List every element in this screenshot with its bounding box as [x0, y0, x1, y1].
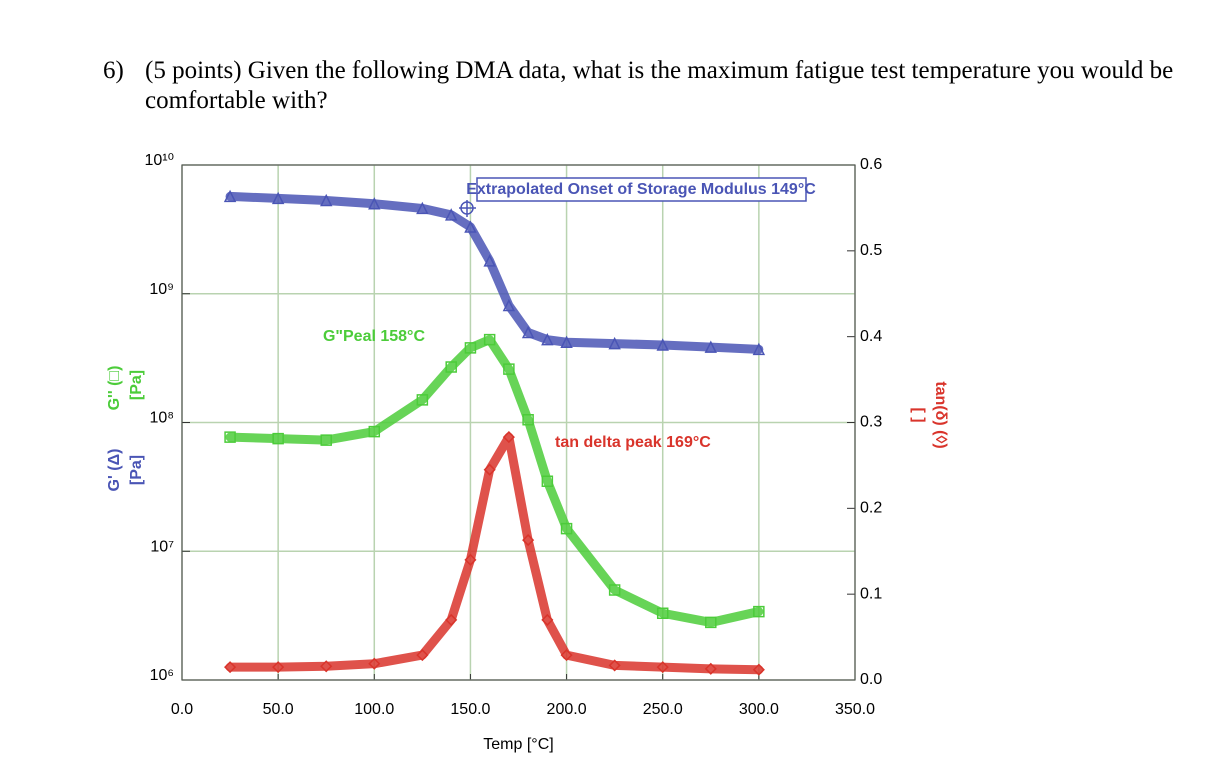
data-marker [368, 657, 381, 670]
data-marker [522, 534, 535, 547]
data-marker [502, 431, 515, 444]
data-marker [608, 584, 621, 596]
data-marker [464, 220, 477, 233]
data-marker [416, 201, 429, 215]
x-tick-label: 150.0 [450, 701, 490, 718]
data-marker [445, 613, 458, 626]
series-line [225, 191, 764, 354]
data-marker [416, 394, 429, 406]
y-tick-label: 10¹⁰ [144, 152, 174, 169]
data-marker [464, 553, 477, 566]
x-tick-label: 250.0 [643, 701, 683, 718]
y-axis-title: G'' (□) [106, 366, 123, 411]
data-marker [272, 661, 285, 674]
x-tick-label: 100.0 [354, 701, 394, 718]
x-tick-label: 300.0 [739, 701, 779, 718]
data-marker [752, 663, 765, 676]
data-marker [560, 649, 573, 662]
y-tick-label: 10⁷ [150, 538, 174, 555]
data-marker [704, 662, 717, 675]
data-marker [272, 432, 284, 445]
y2-tick-label: 0.1 [860, 585, 882, 602]
data-marker [368, 197, 381, 210]
data-marker [416, 649, 429, 662]
x-tick-label: 0.0 [171, 701, 193, 718]
data-marker [502, 298, 516, 312]
y2-tick-label: 0.4 [860, 328, 882, 345]
y-axis-title: [Pa] [128, 455, 145, 485]
data-marker [464, 342, 477, 354]
y-tick-label: 10⁸ [149, 410, 174, 427]
data-marker [368, 425, 381, 438]
y-tick-label: 10⁹ [149, 281, 174, 298]
data-marker [320, 660, 333, 673]
x-tick-label: 50.0 [263, 701, 294, 718]
x-axis-title: Temp [°C] [483, 736, 553, 753]
annotation: G"Peal 158°C [323, 328, 425, 345]
data-marker [656, 661, 669, 674]
data-marker [224, 431, 236, 443]
y2-tick-label: 0.3 [860, 414, 882, 431]
data-marker [752, 342, 766, 356]
data-marker [483, 463, 496, 476]
annotation-box [476, 177, 807, 202]
x-tick-label: 350.0 [835, 701, 875, 718]
data-marker [608, 659, 621, 672]
data-marker [541, 332, 554, 346]
data-marker [704, 340, 717, 353]
y-tick-label: 10⁶ [150, 667, 174, 684]
data-marker [320, 434, 332, 446]
plot-frame [181, 164, 856, 681]
annotation: tan delta peak 169°C [555, 434, 711, 451]
data-marker [223, 189, 237, 203]
y2-axis-title: [ ] [910, 407, 927, 422]
y2-axis-title: tan(δ) (◊) [932, 381, 949, 448]
y2-tick-label: 0.5 [860, 242, 882, 259]
series-line [225, 432, 764, 675]
data-marker [753, 605, 765, 618]
x-tick-label: 200.0 [547, 701, 587, 718]
data-marker [503, 363, 515, 375]
series-line [225, 335, 764, 627]
data-marker [445, 361, 457, 373]
data-marker [560, 335, 573, 349]
data-marker [521, 325, 535, 339]
data-marker [483, 254, 496, 267]
y2-tick-label: 0.6 [860, 156, 882, 173]
y-axis-title: G' (Δ) [106, 449, 123, 492]
data-marker [483, 333, 496, 346]
question-text: (5 points) Given the following DMA data,… [145, 57, 1174, 114]
data-marker [320, 193, 333, 207]
data-marker [560, 522, 573, 535]
data-marker [444, 208, 458, 221]
data-marker [271, 191, 285, 205]
question-number: 6) [103, 57, 124, 84]
data-marker [656, 607, 669, 619]
annotation: Extrapolated Onset of Storage Modulus 14… [466, 181, 816, 198]
y2-tick-label: 0.0 [860, 671, 882, 688]
data-marker [541, 475, 554, 487]
data-marker [224, 661, 237, 674]
data-marker [608, 336, 621, 350]
data-marker [541, 613, 554, 626]
data-marker [705, 616, 717, 629]
y2-tick-label: 0.2 [860, 500, 882, 517]
y-axis-title: [Pa] [128, 370, 145, 400]
data-marker [522, 414, 534, 426]
data-marker [656, 338, 669, 351]
